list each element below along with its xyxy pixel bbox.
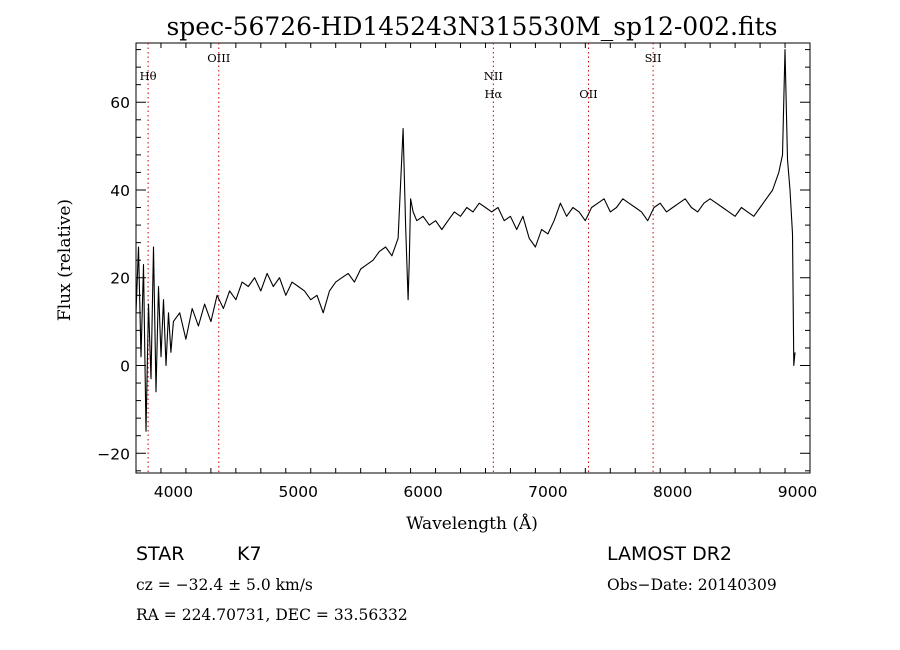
x-tick-label: 7000 — [528, 483, 567, 501]
vline-label: Hθ — [140, 69, 157, 83]
x-tick-label: 9000 — [778, 483, 817, 501]
spectrum-line-0 — [135, 49, 796, 432]
x-tick-label: 6000 — [403, 483, 442, 501]
y-tick-label: 0 — [120, 358, 130, 376]
y-tick-label: 20 — [110, 270, 130, 288]
object-class: STAR — [136, 543, 184, 565]
x-tick-label: 5000 — [279, 483, 318, 501]
emission-line-markers: Hθ OIII NII Hα OII SII — [140, 43, 662, 473]
y-tick-label: 60 — [110, 94, 130, 112]
series-group — [135, 49, 796, 432]
object-subclass: K7 — [237, 543, 262, 565]
y-tick-label: 40 — [110, 182, 130, 200]
vline-label: OIII — [207, 51, 230, 65]
survey-name: LAMOST DR2 — [607, 543, 732, 565]
x-tick-label: 8000 — [653, 483, 692, 501]
x-axis-label: Wavelength (Å) — [406, 513, 538, 534]
obs-date: Obs−Date: 20140309 — [607, 576, 777, 594]
x-tick-label: 4000 — [154, 483, 193, 501]
vline-label: OII — [579, 87, 598, 101]
chart-title: spec-56726-HD145243N315530M_sp12-002.fit… — [166, 12, 777, 41]
plot-frame — [135, 42, 811, 474]
axis-ticks: 4000 5000 6000 7000 8000 9000 −20 0 20 40 60 — [97, 43, 817, 501]
vline-label: Hα — [484, 87, 502, 101]
plot-border — [135, 42, 811, 474]
y-axis-label: Flux (relative) — [55, 199, 75, 321]
redshift-readout: cz = −32.4 ± 5.0 km/s — [136, 576, 313, 594]
vline-label: SII — [645, 51, 662, 65]
ra-dec-readout: RA = 224.70731, DEC = 33.56332 — [136, 606, 408, 624]
vline-label: NII — [484, 69, 503, 83]
y-tick-label: −20 — [97, 445, 130, 463]
